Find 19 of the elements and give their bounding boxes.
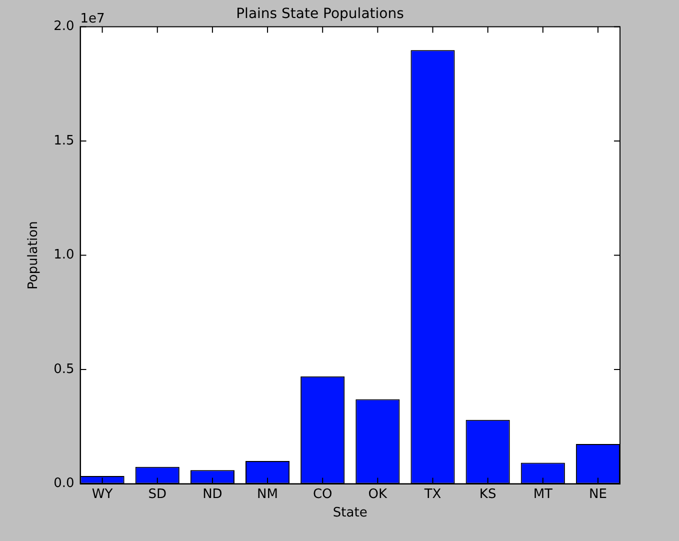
x-tick-label: WY (92, 486, 113, 502)
y-tick-label: 0.0 (54, 476, 74, 492)
x-tick-label: NM (257, 486, 278, 502)
x-tick-label: KS (479, 486, 496, 502)
y-tick-label: 0.5 (54, 362, 74, 377)
text: 1e7 (80, 12, 105, 27)
x-tick-label: TX (423, 486, 442, 502)
x-axis-title: State (332, 506, 368, 521)
y-axis-title: Population (26, 221, 42, 290)
y-tick-label: 1.5 (54, 133, 74, 148)
x-tick-label: SD (148, 486, 167, 502)
chart-title: Plains State Populations (236, 6, 404, 22)
y-tick-label: 2.0 (54, 19, 74, 34)
x-tick-label: CO (312, 486, 332, 502)
x-tick-label: NE (588, 486, 607, 502)
y-tick-label: 1.0 (54, 248, 74, 263)
x-tick-label: MT (533, 486, 553, 502)
x-tick-label: OK (368, 486, 388, 502)
x-tick-label: ND (202, 486, 222, 502)
